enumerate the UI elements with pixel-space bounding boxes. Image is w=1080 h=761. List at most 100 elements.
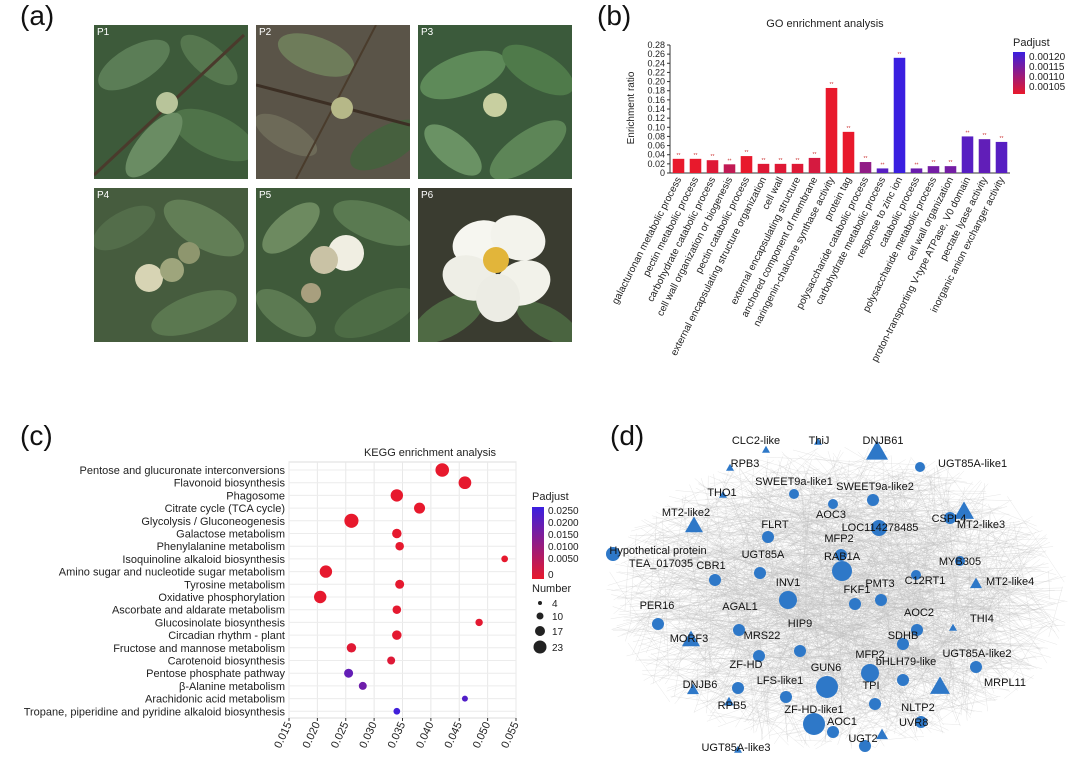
network-edge <box>639 473 750 596</box>
network-node-label: THO1 <box>707 487 736 499</box>
network-edge <box>717 580 754 696</box>
network-edge <box>739 530 1050 596</box>
network-node-label: LOC114278485 <box>842 522 919 534</box>
network-edge <box>707 633 989 689</box>
network-edge <box>638 556 939 589</box>
network-edge <box>636 610 716 624</box>
go-bar-significance: ** <box>728 158 732 164</box>
network-edge <box>809 583 1051 658</box>
network-node-label: UGT85A <box>742 549 785 561</box>
network-edge <box>633 525 659 559</box>
network-edge <box>682 460 884 526</box>
network-edge <box>758 464 992 556</box>
network-edge <box>715 624 859 716</box>
network-edge <box>664 506 1046 553</box>
network-edge <box>794 739 833 742</box>
network-edge <box>694 557 765 670</box>
network-node-label: bHLH79-like <box>876 656 937 668</box>
network-node-label: SWEET9a-like2 <box>836 481 914 493</box>
go-y-tick-label: 0.18 <box>647 86 665 96</box>
network-edge <box>696 505 1010 515</box>
network-edge <box>654 604 878 657</box>
go-bar-significance: ** <box>915 162 919 168</box>
network-edge <box>647 637 721 723</box>
network-edge <box>766 505 880 562</box>
network-edge <box>631 499 936 608</box>
go-bar <box>842 131 855 173</box>
network-edge <box>812 478 816 487</box>
network-edge <box>709 476 954 579</box>
network-edge <box>726 562 966 703</box>
kegg-pathway-label: Galactose metabolism <box>176 529 285 541</box>
go-bar-significance: ** <box>932 160 936 166</box>
kegg-pathway-label: Carotenoid biosynthesis <box>168 656 286 668</box>
network-node-label: UGT2 <box>848 733 877 745</box>
network-edge <box>687 463 732 587</box>
network-edge <box>902 476 1044 557</box>
go-bar-significance: ** <box>864 156 868 162</box>
network-edge <box>668 562 941 622</box>
kegg-dot <box>393 707 401 715</box>
network-edge <box>916 484 981 639</box>
network-edge <box>846 527 954 618</box>
kegg-pathway-label: Isoquinoline alkaloid biosynthesis <box>122 554 285 566</box>
network-edge <box>692 582 728 674</box>
network-edge <box>727 611 854 741</box>
kegg-legend-color-label: 0.0050 <box>548 554 579 565</box>
network-node-label: MYB305 <box>939 556 981 568</box>
network-edge <box>864 581 924 663</box>
kegg-pathway-label: Oxidative phosphorylation <box>158 592 285 604</box>
network-edge <box>744 649 795 723</box>
kegg-pathway-label: Arachidonic acid metabolism <box>145 694 285 706</box>
network-node-label: UGT85A-like2 <box>942 648 1011 660</box>
network-node-label: MT2-like4 <box>986 576 1034 588</box>
go-bar-significance: ** <box>1000 136 1004 142</box>
go-legend-label: 0.00110 <box>1029 72 1065 83</box>
network-edge <box>879 507 1002 528</box>
go-y-tick-label: 0.10 <box>647 122 665 132</box>
network-edge <box>817 651 866 657</box>
network-edge <box>760 651 775 740</box>
network-edge <box>611 527 932 630</box>
kegg-dot <box>395 541 404 551</box>
network-edge <box>691 618 788 667</box>
kegg-pathway-label: Circadian rhythm - plant <box>168 630 285 642</box>
network-edge <box>811 481 982 731</box>
network-edge <box>778 571 948 614</box>
network-edge <box>837 507 968 539</box>
network-edge <box>877 540 951 705</box>
network-edge <box>825 673 899 681</box>
network-edge <box>786 500 938 679</box>
go-bar <box>876 168 889 173</box>
network-edge <box>751 546 977 604</box>
network-edge <box>711 610 925 621</box>
network-edge <box>761 465 1049 619</box>
network-edge <box>663 518 1010 665</box>
network-edge <box>665 638 905 720</box>
network-edge <box>808 592 851 698</box>
network-edge <box>659 541 772 561</box>
network-edge <box>929 696 1001 713</box>
go-bar <box>808 157 821 173</box>
network-edge <box>616 493 699 556</box>
kegg-pathway-label: Ascorbate and aldarate metabolism <box>112 605 285 617</box>
network-node-triangle <box>954 501 974 519</box>
network-edge <box>996 557 1000 627</box>
kegg-legend-size-title: Number <box>532 583 571 595</box>
network-edge <box>709 585 740 592</box>
kegg-pathway-label: Glycolysis / Gluconeogenesis <box>141 516 285 528</box>
network-edge <box>733 614 813 664</box>
kegg-legend-colorbar <box>532 507 544 579</box>
go-y-tick-label: 0.24 <box>647 58 665 68</box>
network-node-circle <box>911 624 923 636</box>
go-bar-significance: ** <box>813 152 817 158</box>
go-legend-colorbar <box>1013 52 1025 94</box>
network-edge <box>634 486 819 528</box>
go-bar <box>706 160 719 173</box>
network-edge <box>861 576 1059 653</box>
network-edge <box>626 590 885 657</box>
network-node-label: SWEET9a-like1 <box>755 476 833 488</box>
network-node-circle <box>779 591 797 609</box>
network-edge <box>720 478 889 695</box>
panel-d-label: (d) <box>610 420 645 451</box>
